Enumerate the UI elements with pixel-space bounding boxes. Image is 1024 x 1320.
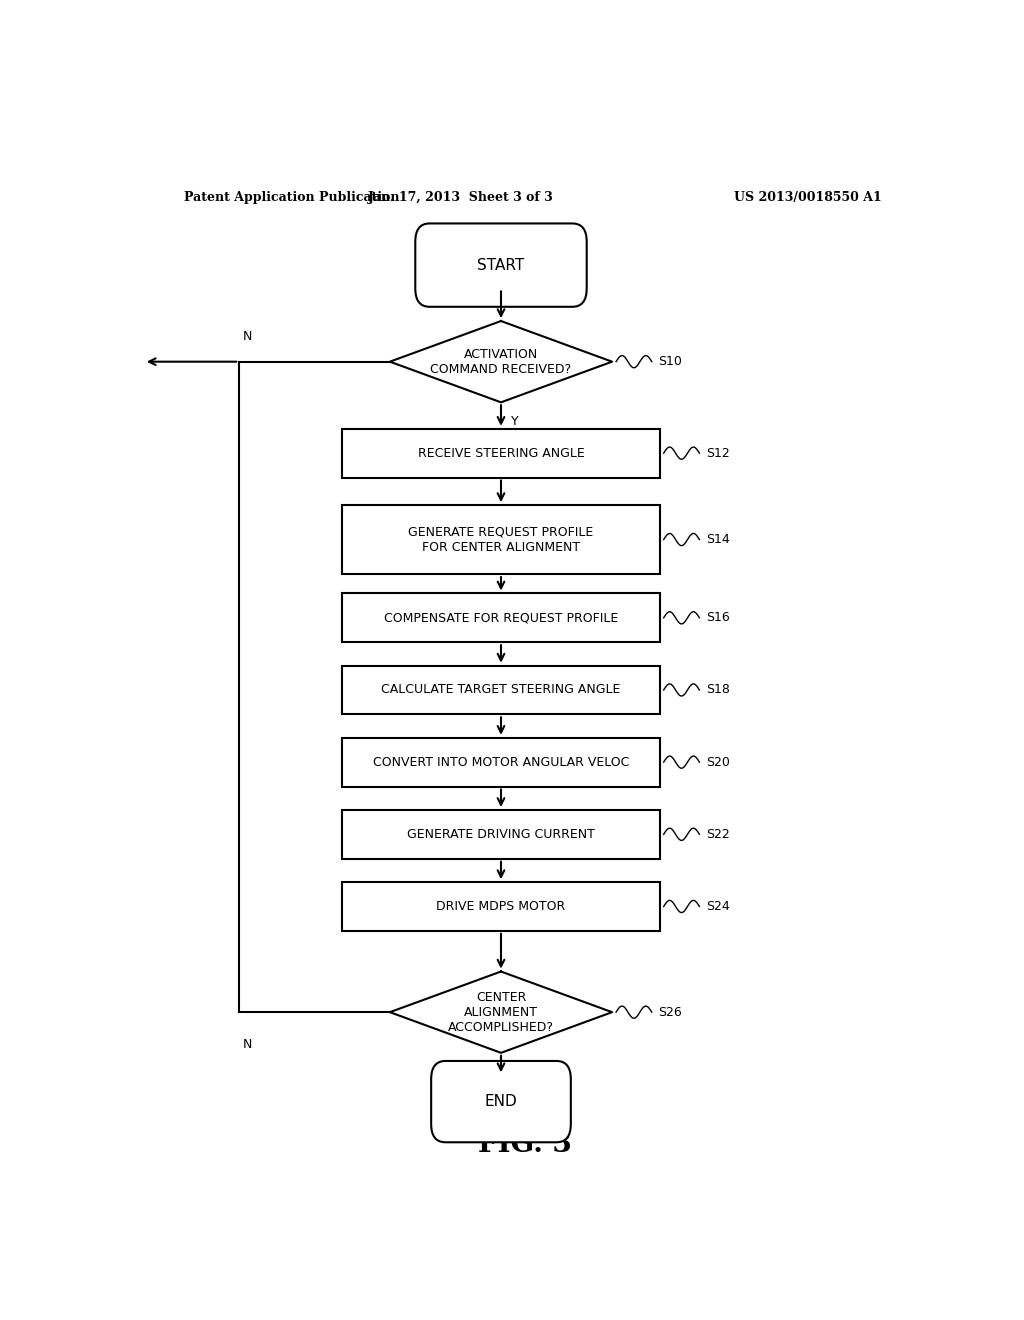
Bar	[342, 665, 659, 714]
Text: S22: S22	[706, 828, 729, 841]
Text: FIG. 3: FIG. 3	[478, 1131, 571, 1158]
Text: S16: S16	[706, 611, 729, 624]
Text: GENERATE DRIVING CURRENT: GENERATE DRIVING CURRENT	[408, 828, 595, 841]
Text: CONVERT INTO MOTOR ANGULAR VELOC: CONVERT INTO MOTOR ANGULAR VELOC	[373, 755, 629, 768]
Text: S24: S24	[706, 900, 729, 913]
Text: US 2013/0018550 A1: US 2013/0018550 A1	[734, 190, 882, 203]
FancyBboxPatch shape	[416, 223, 587, 306]
Polygon shape	[390, 972, 612, 1053]
Bar	[342, 429, 659, 478]
Text: S26: S26	[658, 1006, 682, 1019]
FancyBboxPatch shape	[431, 1061, 570, 1142]
Text: S14: S14	[706, 533, 729, 546]
Text: RECEIVE STEERING ANGLE: RECEIVE STEERING ANGLE	[418, 446, 585, 459]
Text: Y: Y	[511, 1065, 518, 1078]
Text: ACTIVATION
COMMAND RECEIVED?: ACTIVATION COMMAND RECEIVED?	[430, 347, 571, 376]
Text: S18: S18	[706, 684, 730, 697]
Text: COMPENSATE FOR REQUEST PROFILE: COMPENSATE FOR REQUEST PROFILE	[384, 611, 618, 624]
Text: N: N	[243, 330, 252, 343]
Bar	[342, 594, 659, 643]
Text: S20: S20	[706, 755, 730, 768]
Text: CENTER
ALIGNMENT
ACCOMPLISHED?: CENTER ALIGNMENT ACCOMPLISHED?	[447, 991, 554, 1034]
Text: CALCULATE TARGET STEERING ANGLE: CALCULATE TARGET STEERING ANGLE	[381, 684, 621, 697]
Bar	[342, 738, 659, 787]
Polygon shape	[390, 321, 612, 403]
Text: DRIVE MDPS MOTOR: DRIVE MDPS MOTOR	[436, 900, 565, 913]
Text: GENERATE REQUEST PROFILE
FOR CENTER ALIGNMENT: GENERATE REQUEST PROFILE FOR CENTER ALIG…	[409, 525, 594, 553]
Text: S12: S12	[706, 446, 729, 459]
Text: END: END	[484, 1094, 517, 1109]
Text: Y: Y	[511, 414, 518, 428]
Text: S10: S10	[658, 355, 682, 368]
Text: Jan. 17, 2013  Sheet 3 of 3: Jan. 17, 2013 Sheet 3 of 3	[369, 190, 554, 203]
Text: START: START	[477, 257, 524, 273]
Bar	[342, 882, 659, 931]
Text: N: N	[243, 1038, 252, 1051]
Bar	[342, 506, 659, 574]
Text: Patent Application Publication: Patent Application Publication	[183, 190, 399, 203]
Bar	[342, 810, 659, 859]
